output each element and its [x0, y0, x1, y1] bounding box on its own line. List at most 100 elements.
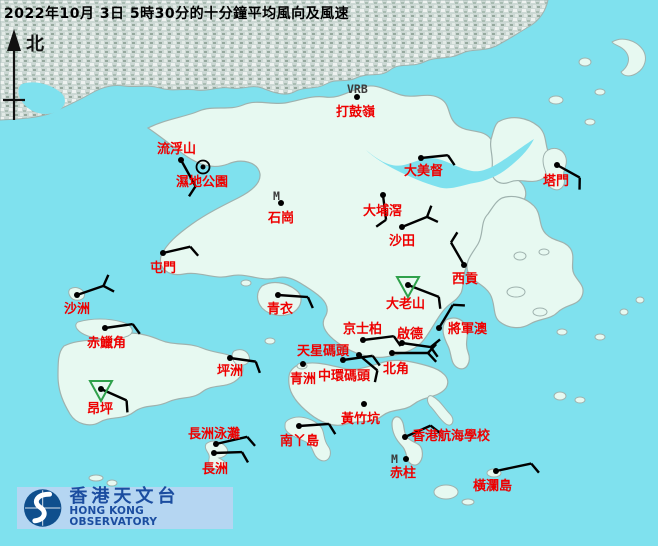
page-title: 2022年10月 3日 5時30分的十分鐘平均風向及風速	[4, 6, 350, 22]
station-label: 坪洲	[217, 364, 243, 379]
wind-barb-shaft	[420, 153, 448, 160]
station-label: 啟德	[397, 326, 423, 342]
north-arrow-icon	[3, 29, 25, 120]
station-dot	[275, 292, 281, 298]
station-dot	[213, 441, 219, 447]
station-annotation: VRB	[347, 82, 368, 96]
station-dot	[436, 325, 442, 331]
station-label: 濕地公園	[176, 174, 228, 190]
wind-barb-shaft	[342, 354, 373, 362]
station-label: 香港航海學校	[411, 428, 491, 444]
wind-barb-feather	[530, 462, 540, 474]
station-label: 將軍澳	[448, 321, 488, 337]
station-tai-po-kau: 大埔滘	[363, 192, 402, 228]
clear-water-bay-peninsula	[442, 317, 470, 370]
station-ta-kwu-ling: VRB 打鼓嶺	[336, 82, 375, 120]
wind-barb-feather	[371, 355, 381, 367]
station-label: 南丫島	[280, 433, 319, 449]
station-dot	[389, 350, 395, 356]
wind-barb-feather	[306, 296, 314, 309]
station-chek-lap-kok: 赤鱲角	[87, 322, 141, 351]
station-peng-chau: 坪洲	[217, 355, 261, 379]
wind-barb-feather	[131, 323, 141, 335]
station-sai-kung: 西貢	[449, 231, 478, 287]
wind-barb-feather	[188, 185, 197, 197]
wind-barb-feather	[327, 423, 337, 435]
station-label: 沙田	[389, 234, 415, 249]
station-stanley: M赤柱	[390, 452, 416, 481]
station-label: 中環碼頭	[318, 368, 371, 384]
station-dot	[402, 434, 408, 440]
wind-barb-shaft	[179, 159, 197, 187]
station-sha-chau: 沙洲	[64, 274, 115, 317]
wind-barb-shaft	[100, 387, 128, 402]
wind-barb-shaft	[76, 284, 104, 297]
wind-barb-feather	[102, 274, 110, 287]
calm-ring-icon	[195, 159, 211, 175]
station-dot	[300, 361, 306, 367]
wind-barb-feather	[425, 205, 433, 218]
station-label: 西貢	[452, 272, 478, 287]
station-annotation: M	[391, 452, 398, 466]
wind-barb-feather	[449, 231, 459, 244]
station-dot	[418, 155, 424, 161]
observatory-logo-icon	[23, 489, 62, 527]
station-dot	[278, 200, 284, 206]
station-tates-cairn: 大老山	[386, 276, 442, 312]
wind-barb-feather	[375, 218, 387, 228]
station-tseung-kwan-o: 將軍澳	[436, 303, 488, 337]
station-kai-tak: 啟德	[397, 326, 441, 358]
station-dot	[399, 340, 405, 346]
station-label: 京士柏	[343, 321, 382, 337]
wind-barb-feather	[189, 245, 200, 257]
station-waglan-island: 橫瀾島	[473, 462, 540, 494]
station-wong-chuk-hang: 黃竹坑	[340, 401, 380, 427]
station-north-point: 北角	[383, 343, 438, 377]
mirs-bay-crescent-island	[611, 38, 646, 77]
station-ngong-ping: 昂坪	[87, 380, 129, 417]
station-cheung-chau-beach: 長洲泳灘	[188, 426, 256, 447]
station-dot	[200, 164, 206, 170]
station-label: 黃竹坑	[340, 411, 380, 427]
wind-barb-shaft	[449, 241, 466, 266]
wind-barb-feather	[429, 424, 441, 434]
station-dot	[98, 386, 104, 392]
station-dot	[340, 357, 346, 363]
station-label: 沙洲	[64, 302, 90, 317]
shenzhen-urban-area	[0, 0, 549, 121]
wind-barb-feather	[246, 436, 256, 447]
station-label: 長洲	[202, 462, 228, 477]
station-annotation: M	[273, 189, 280, 203]
observatory-name-chinese: 香港天文台	[69, 485, 180, 507]
wind-barb-feather	[437, 296, 442, 309]
station-sha-tin: 沙田	[389, 205, 439, 249]
wind-barb-shaft	[495, 462, 532, 473]
station-dot	[178, 157, 184, 163]
wind-barb-feather	[254, 361, 261, 374]
daguilar-peninsula	[427, 395, 454, 426]
station-hk-sea-school: 香港航海學校	[402, 424, 491, 444]
station-dot	[399, 224, 405, 230]
station-dot	[160, 250, 166, 256]
tolo-harbour	[366, 139, 534, 189]
station-label: 青衣	[267, 301, 293, 317]
station-central-pier: 中環碼頭	[318, 354, 381, 384]
wind-barb-shaft	[362, 335, 394, 342]
station-shek-kong: M 石崗	[267, 189, 294, 226]
wind-barb-feather	[427, 352, 438, 363]
station-dot	[493, 468, 499, 474]
station-label: 大美督	[404, 163, 443, 179]
wind-barb-feather	[125, 400, 129, 413]
station-dot	[102, 325, 108, 331]
station-kings-park: 京士柏	[343, 321, 402, 347]
station-tuen-mun: 屯門	[150, 245, 200, 276]
wind-barb-shaft	[215, 435, 248, 446]
station-label: 屯門	[150, 260, 176, 276]
new-territories-landmass	[146, 85, 527, 358]
wind-barb-feather	[427, 343, 438, 354]
station-label: 青洲	[290, 371, 316, 387]
wind-barb-feather	[429, 338, 441, 348]
